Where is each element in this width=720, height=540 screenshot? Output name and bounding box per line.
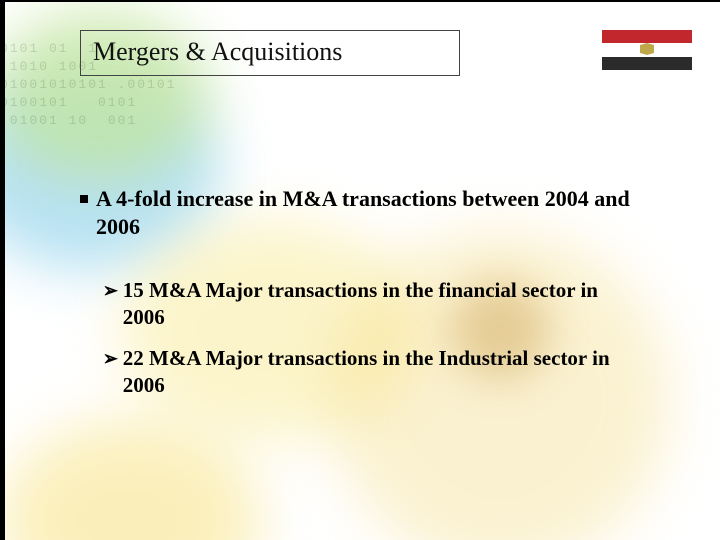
flag-stripe-bottom: [602, 57, 692, 70]
sub-bullet-item: ➢ 22 M&A Major transactions in the Indus…: [102, 345, 640, 399]
flag-stripe-middle: [602, 43, 692, 56]
page-title: Mergers & Acquisitions: [93, 37, 447, 67]
sub-bullet-list: ➢ 15 M&A Major transactions in the finan…: [102, 277, 640, 399]
flag-image: [602, 30, 692, 70]
left-border: [0, 0, 5, 540]
chevron-right-icon: ➢: [103, 278, 118, 304]
chevron-right-icon: ➢: [103, 346, 118, 372]
slide-content: A 4-fold increase in M&A transactions be…: [80, 185, 640, 413]
title-box: Mergers & Acquisitions: [80, 30, 460, 76]
sub-bullet-text: 22 M&A Major transactions in the Industr…: [123, 345, 640, 399]
bullet-marker-icon: [80, 195, 88, 203]
sub-bullet-item: ➢ 15 M&A Major transactions in the finan…: [102, 277, 640, 331]
sub-bullet-text: 15 M&A Major transactions in the financi…: [123, 277, 640, 331]
bullet-item: A 4-fold increase in M&A transactions be…: [80, 185, 640, 241]
top-border: [0, 0, 720, 2]
flag-stripe-top: [602, 30, 692, 43]
bullet-text: A 4-fold increase in M&A transactions be…: [96, 185, 640, 241]
